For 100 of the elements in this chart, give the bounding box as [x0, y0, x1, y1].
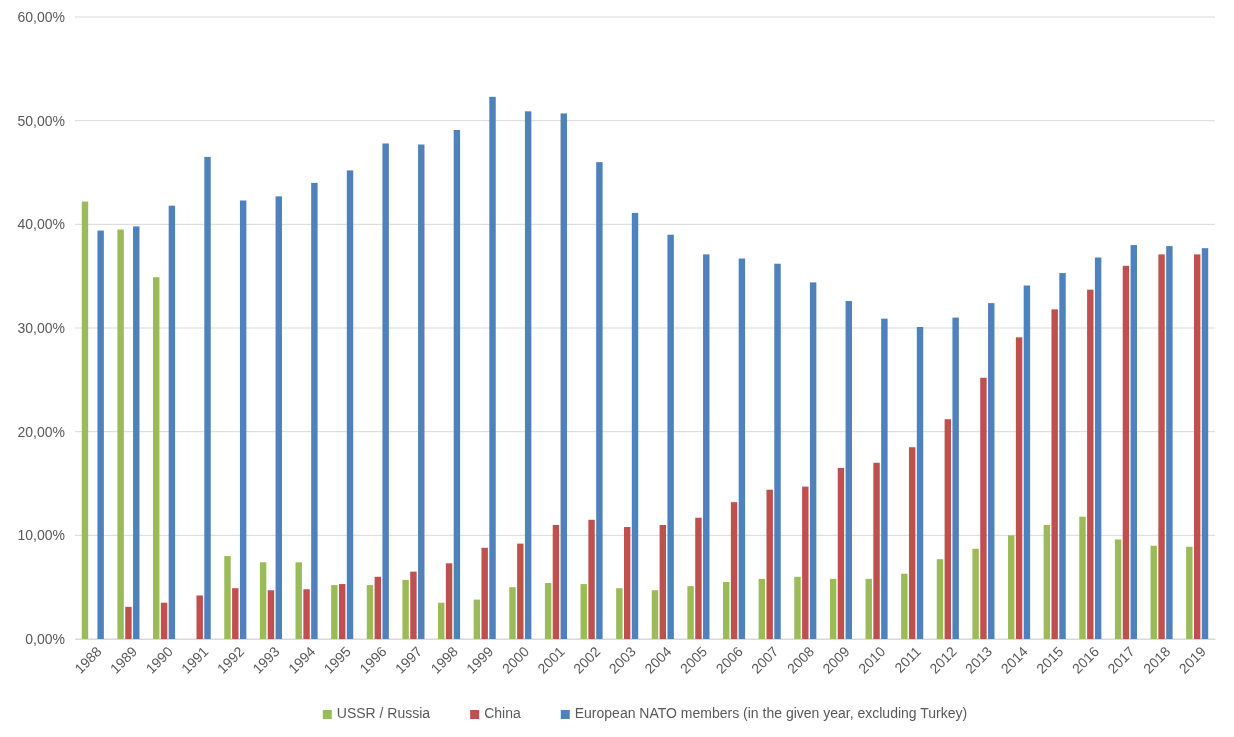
bar [402, 579, 409, 639]
bar [224, 556, 231, 639]
y-tick-label: 40,00% [17, 216, 65, 233]
y-tick-label: 10,00% [17, 527, 65, 544]
bar [410, 571, 417, 639]
bar [980, 377, 987, 639]
bar [881, 318, 888, 639]
bar [481, 547, 488, 639]
bar [829, 578, 837, 639]
bar [489, 96, 496, 639]
bar [1186, 546, 1193, 639]
bar [311, 182, 318, 639]
bar [901, 573, 908, 639]
bar [560, 113, 567, 639]
y-tick-label: 30,00% [17, 319, 65, 336]
bar [774, 263, 781, 639]
legend-label: European NATO members (in the given year, excluding Turkey) [574, 705, 968, 721]
bar [1150, 545, 1157, 639]
legend-label: China [484, 705, 521, 721]
y-tick-label: 60,00% [17, 8, 65, 25]
bar [168, 205, 176, 639]
bar [331, 585, 338, 639]
bar [687, 586, 694, 639]
bar [758, 578, 766, 639]
bar [1193, 254, 1201, 639]
bar [1059, 273, 1066, 639]
bar [1008, 535, 1015, 639]
bar [936, 559, 944, 639]
bar [1130, 245, 1137, 639]
bar [1166, 246, 1173, 639]
bar [580, 584, 587, 639]
bar [667, 234, 674, 639]
bar [524, 111, 532, 639]
bar [295, 562, 302, 639]
bar [117, 229, 124, 639]
bar [338, 584, 346, 639]
bar [916, 326, 924, 639]
bar [517, 543, 524, 639]
bar [723, 581, 730, 639]
bar [766, 489, 773, 639]
bar [133, 226, 140, 639]
bar [1051, 309, 1058, 639]
bar [972, 548, 979, 639]
bar [160, 602, 168, 639]
y-tick-label: 20,00% [17, 423, 65, 440]
bar [453, 130, 461, 639]
bar [544, 583, 552, 639]
bar [588, 519, 595, 639]
bar [865, 578, 872, 639]
bar [631, 212, 639, 639]
bar [988, 303, 995, 639]
bar [738, 258, 746, 639]
bar [1201, 248, 1209, 639]
bar [1023, 285, 1031, 639]
bar [97, 230, 104, 639]
bar [509, 587, 516, 639]
bar [382, 143, 389, 639]
bar [81, 201, 89, 639]
bar [232, 588, 239, 639]
bar [1079, 516, 1086, 639]
bar [1087, 289, 1094, 639]
bar [651, 590, 659, 639]
bar [623, 527, 631, 639]
bar [153, 277, 160, 639]
bar [275, 196, 282, 639]
bar [802, 486, 809, 639]
bar [1114, 539, 1122, 639]
bar [473, 599, 481, 639]
bar [952, 317, 959, 639]
bar [346, 170, 354, 639]
y-tick-label: 0,00% [25, 630, 65, 647]
bar [1015, 337, 1023, 639]
bar [659, 524, 667, 639]
bar [873, 462, 880, 639]
bar [374, 576, 382, 639]
legend-label: USSR / Russia [336, 705, 431, 721]
bar [196, 595, 203, 639]
bar [303, 589, 310, 639]
y-tick-label: 50,00% [17, 112, 65, 129]
bar [730, 502, 738, 639]
bar [204, 156, 211, 639]
bar [703, 254, 710, 639]
bar [837, 467, 845, 639]
bar [418, 144, 425, 639]
bar [794, 576, 801, 639]
bar [944, 419, 952, 639]
bar [445, 563, 453, 639]
bar [267, 590, 275, 639]
bar [239, 200, 247, 639]
bar [366, 585, 374, 639]
bar [438, 602, 445, 639]
bar [125, 606, 132, 639]
bar [1122, 265, 1130, 639]
bar [552, 524, 560, 639]
bar [259, 562, 267, 639]
bar [596, 162, 603, 639]
bar [695, 517, 702, 639]
bar [616, 588, 623, 639]
bar [1043, 524, 1051, 639]
bar [845, 301, 852, 639]
